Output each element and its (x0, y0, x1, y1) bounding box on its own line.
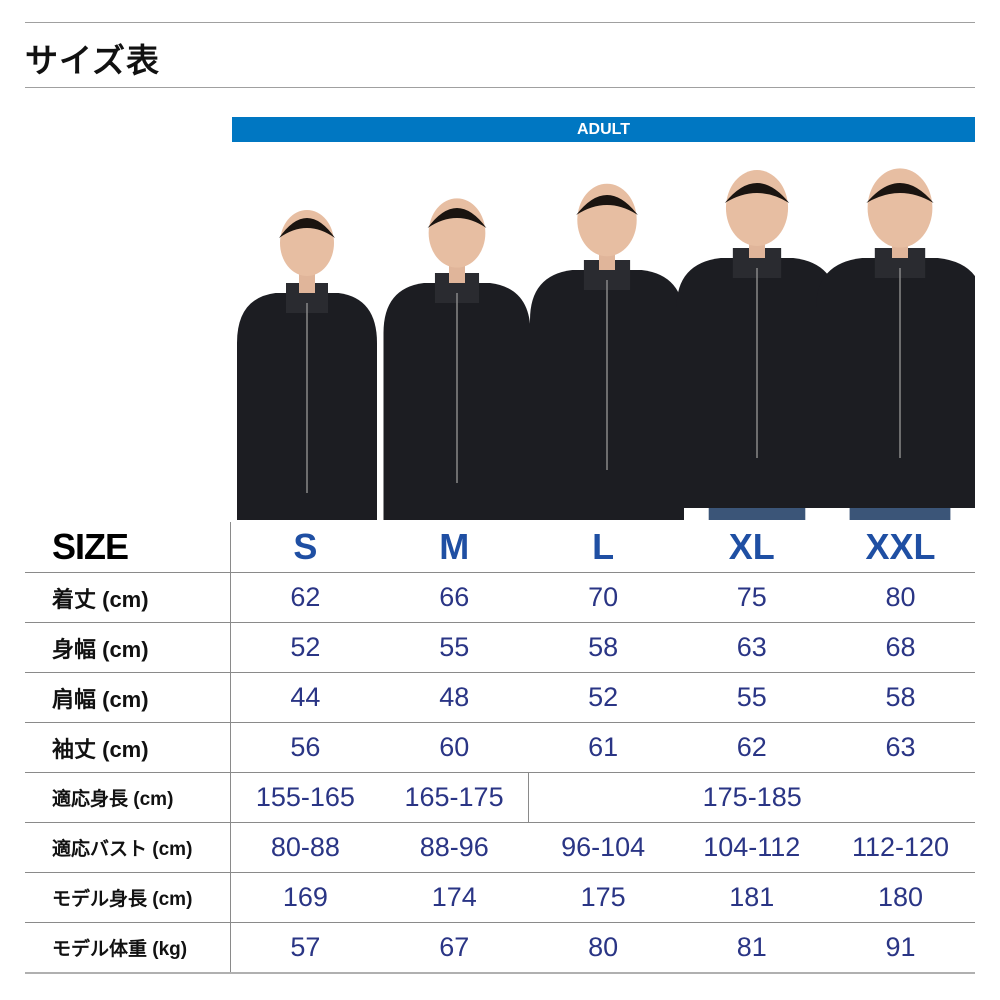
table-cell: 62 (230, 572, 380, 623)
table-cell: 155-165 (230, 772, 380, 823)
table-cell: 52 (230, 622, 380, 673)
top-divider (25, 22, 975, 23)
table-cell: 180 (826, 872, 975, 923)
title-divider (25, 87, 975, 88)
row-label: モデル体重 (kg) (25, 922, 232, 974)
table-cell: 66 (379, 572, 529, 623)
size-l: L (528, 522, 678, 573)
row-label: 肩幅 (cm) (25, 672, 232, 723)
table-cell: 56 (230, 722, 380, 773)
row-label: 適応身長 (cm) (25, 772, 232, 823)
page-title: サイズ表 (25, 41, 161, 80)
table-cell: 60 (379, 722, 529, 773)
table-cell: 80 (826, 572, 975, 623)
table-cell: 165-175 (379, 772, 530, 823)
size-s: S (230, 522, 380, 573)
table-cell: 68 (826, 622, 975, 673)
table-cell: 67 (379, 922, 529, 974)
model-figure (816, 168, 975, 520)
model-photo (237, 168, 975, 520)
table-row: 着丈 (cm) 62 66 70 75 80 (25, 572, 975, 623)
table-cell: 80-88 (230, 822, 380, 873)
size-table: SIZE S M L XL XXL 着丈 (cm) 62 66 70 75 80 身幅 (c… (25, 522, 975, 974)
table-row: 適応身長 (cm) 155-165 165-175 175-185 (25, 772, 975, 823)
table-cell: 75 (677, 572, 827, 623)
row-label: 適応バスト (cm) (25, 822, 232, 873)
row-label: 身幅 (cm) (25, 622, 232, 673)
model-figure (383, 198, 531, 520)
table-cell: 48 (379, 672, 529, 723)
row-label: 着丈 (cm) (25, 572, 232, 623)
table-cell: 91 (826, 922, 975, 974)
model-figure (676, 170, 838, 520)
table-cell: 175-185 (528, 772, 975, 823)
table-cell: 58 (528, 622, 678, 673)
table-cell: 52 (528, 672, 678, 723)
table-row: 袖丈 (cm) 56 60 61 62 63 (25, 722, 975, 773)
model-figure (237, 210, 377, 520)
table-row: モデル体重 (kg) 57 67 80 81 91 (25, 922, 975, 974)
table-row: モデル身長 (cm) 169 174 175 181 180 (25, 872, 975, 923)
row-label: 袖丈 (cm) (25, 722, 232, 773)
adult-band: ADULT (232, 117, 975, 142)
size-xxl: XXL (826, 522, 975, 573)
table-cell: 61 (528, 722, 678, 773)
table-cell: 55 (677, 672, 827, 723)
size-header-label: SIZE (25, 522, 232, 573)
table-row: 肩幅 (cm) 44 48 52 55 58 (25, 672, 975, 723)
table-cell: 62 (677, 722, 827, 773)
table-row: 適応バスト (cm) 80-88 88-96 96-104 104-112 112-120 (25, 822, 975, 873)
table-cell: 81 (677, 922, 827, 974)
table-cell: 96-104 (528, 822, 678, 873)
row-label: モデル身長 (cm) (25, 872, 232, 923)
table-cell: 174 (379, 872, 529, 923)
table-header-row: SIZE S M L XL XXL (25, 522, 975, 573)
table-cell: 181 (677, 872, 827, 923)
table-cell: 70 (528, 572, 678, 623)
table-cell: 63 (826, 722, 975, 773)
table-cell: 175 (528, 872, 678, 923)
model-figure (530, 183, 684, 520)
table-cell: 112-120 (826, 822, 975, 873)
table-cell: 80 (528, 922, 678, 974)
table-cell: 63 (677, 622, 827, 673)
table-cell: 55 (379, 622, 529, 673)
table-cell: 44 (230, 672, 380, 723)
table-cell: 58 (826, 672, 975, 723)
table-cell: 104-112 (677, 822, 827, 873)
table-cell: 57 (230, 922, 380, 974)
table-cell: 169 (230, 872, 380, 923)
size-xl: XL (677, 522, 827, 573)
size-m: M (379, 522, 529, 573)
table-row: 身幅 (cm) 52 55 58 63 68 (25, 622, 975, 673)
table-cell: 88-96 (379, 822, 529, 873)
